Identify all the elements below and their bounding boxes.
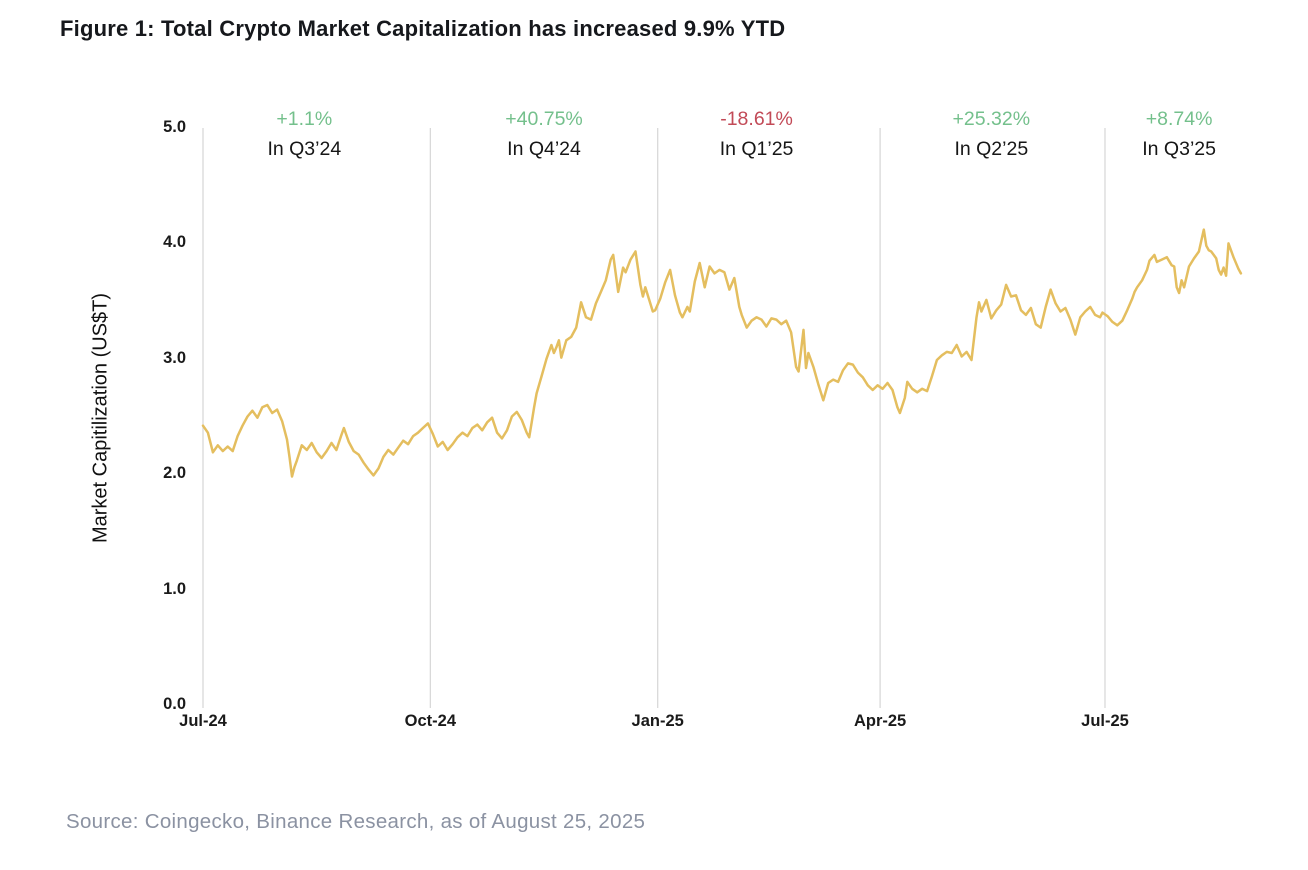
x-tick-label: Jan-25 [631,712,684,730]
quarter-change-pct: +25.32% [952,108,1031,130]
quarter-change-pct: +1.1% [276,108,333,130]
market-cap-line [201,228,1243,478]
quarter-annotation: +25.32% In Q2’25 [953,104,1031,164]
quarter-period-label: In Q4’24 [507,138,581,160]
figure-title: Figure 1: Total Crypto Market Capitaliza… [60,16,786,41]
quarter-period-label: In Q3’25 [1142,138,1216,160]
x-tick-label: Oct-24 [404,712,457,730]
source-caption: Source: Coingecko, Binance Research, as … [66,810,646,833]
quarter-period-label: In Q1’25 [719,138,794,160]
quarter-period-label: In Q2’25 [954,138,1029,160]
y-tick-label: 5.0 [163,118,186,136]
quarter-period-label: In Q3’24 [267,138,342,160]
y-tick-label: 1.0 [163,579,186,598]
x-tick-label: Apr-25 [853,712,907,730]
quarter-annotation: +8.74% In Q3’25 [1142,104,1216,164]
quarter-change-pct: -18.61% [720,108,793,130]
y-tick-label: 0.0 [163,695,186,713]
quarter-annotation: +40.75% In Q4’24 [505,104,583,164]
y-axis-label: Market Capitilization (US$T) [89,292,112,544]
quarter-annotation: +1.1% In Q3’24 [267,104,341,164]
y-tick-label: 4.0 [163,233,186,252]
quarter-change-pct: +40.75% [505,108,583,130]
y-tick-label: 2.0 [163,464,186,483]
quarter-annotation: -18.61% In Q1’25 [720,104,794,164]
x-tick-label: Jul-25 [1081,712,1129,730]
x-tick-label: Jul-24 [179,712,227,730]
y-tick-label: 3.0 [163,348,186,367]
quarter-change-pct: +8.74% [1145,108,1213,130]
